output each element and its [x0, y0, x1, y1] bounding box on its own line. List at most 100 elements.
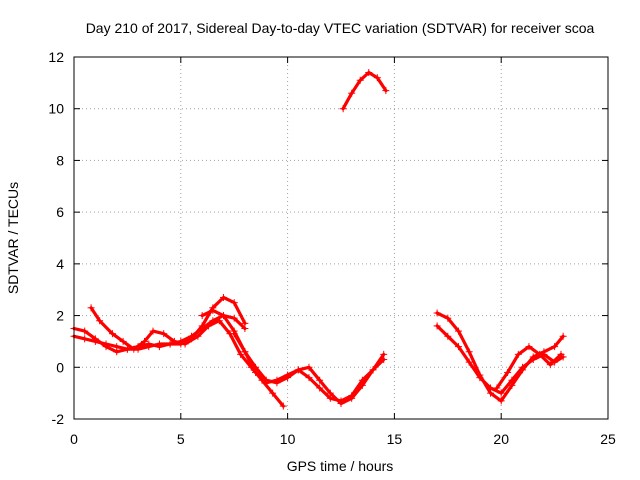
y-tick-label: 4: [56, 256, 64, 272]
data-point: [337, 399, 345, 407]
data-point: [536, 350, 544, 358]
plot-frame: [73, 56, 609, 420]
data-point: [294, 366, 302, 374]
data-point: [194, 332, 202, 340]
data-point: [525, 343, 533, 351]
data-point: [130, 345, 138, 353]
data-point: [205, 322, 213, 330]
data-point: [87, 304, 95, 312]
data-point: [230, 314, 238, 322]
data-point: [140, 337, 148, 345]
data-point: [454, 343, 462, 351]
data-point: [365, 69, 373, 77]
data-point: [170, 337, 178, 345]
series-layer: [70, 69, 567, 410]
data-point: [546, 361, 554, 369]
data-point: [373, 74, 381, 82]
data-point: [215, 317, 223, 325]
data-point: [145, 343, 153, 351]
x-tick-label: 10: [280, 431, 296, 447]
data-point: [230, 299, 238, 307]
series-line-arc-3: [89, 306, 285, 408]
data-point: [123, 345, 131, 353]
data-point: [514, 350, 522, 358]
data-point: [102, 340, 110, 348]
data-point: [487, 384, 495, 392]
data-point: [497, 397, 505, 405]
data-point: [380, 356, 388, 364]
data-point: [465, 358, 473, 366]
grid: [74, 57, 608, 419]
data-point: [339, 105, 347, 113]
y-tick-label: 2: [56, 308, 64, 324]
data-point: [369, 366, 377, 374]
data-point: [119, 337, 127, 345]
data-point: [444, 332, 452, 340]
data-point: [348, 394, 356, 402]
data-point: [465, 348, 473, 356]
data-point: [230, 330, 238, 338]
x-tick-label: 5: [177, 431, 185, 447]
data-point: [241, 348, 249, 356]
data-point: [113, 343, 121, 351]
data-point: [497, 389, 505, 397]
data-point: [160, 330, 168, 338]
data-point: [504, 368, 512, 376]
data-point: [91, 337, 99, 345]
data-point: [519, 363, 527, 371]
data-point: [444, 314, 452, 322]
data-point: [269, 389, 277, 397]
data-point: [220, 312, 228, 320]
data-point: [149, 327, 157, 335]
data-point: [382, 87, 390, 95]
data-point: [81, 327, 89, 335]
data-point: [166, 340, 174, 348]
x-tick-label: 0: [70, 431, 78, 447]
data-point: [237, 350, 245, 358]
data-point: [96, 317, 104, 325]
data-point: [358, 381, 366, 389]
y-axis-label: SDTVAR / TECUs: [5, 182, 21, 294]
data-point: [356, 76, 364, 84]
y-tick-label: 0: [56, 359, 64, 375]
data-point: [262, 376, 270, 384]
data-point: [551, 343, 559, 351]
series-line-arc-6: [341, 70, 388, 111]
data-point: [220, 293, 228, 301]
data-point: [209, 306, 217, 314]
data-point: [108, 330, 116, 338]
data-point: [279, 402, 287, 410]
data-point: [493, 384, 501, 392]
data-point: [241, 325, 249, 332]
x-tick-label: 15: [387, 431, 403, 447]
data-point: [433, 322, 441, 330]
data-point: [252, 363, 260, 371]
y-tick-label: 6: [56, 204, 64, 220]
data-point: [529, 356, 537, 364]
x-tick-label: 20: [493, 431, 509, 447]
y-tick-label: -2: [52, 411, 65, 427]
data-point: [326, 389, 334, 397]
data-point: [454, 327, 462, 335]
data-point: [316, 384, 324, 392]
data-point: [305, 363, 313, 371]
data-point: [155, 340, 163, 348]
x-tick-label: 25: [600, 431, 616, 447]
x-axis-label: GPS time / hours: [287, 458, 394, 474]
data-point: [198, 312, 206, 320]
y-tick-label: 12: [48, 49, 64, 65]
ticks: 0 5 10 15 20 25 -2 0 2 4 6 8 10 12: [48, 49, 616, 447]
data-point: [284, 374, 292, 382]
series-line-arc-4: [200, 308, 386, 403]
data-point: [559, 332, 567, 340]
data-point: [508, 376, 516, 384]
data-point: [348, 89, 356, 97]
data-point: [557, 350, 565, 358]
chart-title: Day 210 of 2017, Sidereal Day-to-day VTE…: [86, 20, 595, 36]
data-point: [305, 374, 313, 382]
y-tick-label: 10: [48, 101, 64, 117]
data-point: [181, 340, 189, 348]
data-point: [476, 374, 484, 382]
data-point: [273, 379, 281, 387]
